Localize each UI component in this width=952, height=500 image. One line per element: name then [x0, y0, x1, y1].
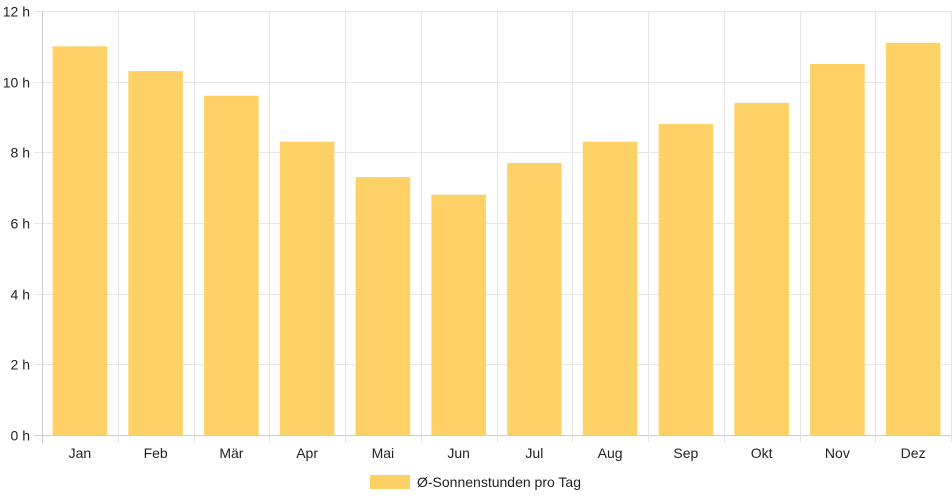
- x-tick-label: Okt: [751, 445, 773, 461]
- bar[interactable]: [279, 141, 335, 435]
- bar[interactable]: [658, 124, 714, 436]
- bar[interactable]: [885, 42, 941, 436]
- y-tick-label: 12 h: [3, 4, 30, 20]
- y-tick-label: 0 h: [11, 428, 30, 444]
- bar[interactable]: [204, 95, 259, 436]
- bar[interactable]: [734, 102, 789, 435]
- bar[interactable]: [810, 64, 865, 435]
- y-tick-label: 4 h: [11, 287, 30, 303]
- bar[interactable]: [52, 46, 108, 435]
- bar[interactable]: [507, 162, 562, 435]
- bar[interactable]: [582, 141, 638, 435]
- x-tick-label: Dez: [901, 445, 926, 461]
- x-tick-label: Sep: [673, 445, 698, 461]
- x-tick-label: Jun: [447, 445, 470, 461]
- bar[interactable]: [431, 194, 486, 435]
- x-tick-label: Feb: [144, 445, 168, 461]
- x-tick-label: Mär: [219, 445, 243, 461]
- bar[interactable]: [355, 177, 411, 436]
- legend-label: Ø-Sonnenstunden pro Tag: [417, 474, 581, 490]
- x-tick-label: Apr: [296, 445, 318, 461]
- legend-swatch: [370, 475, 410, 489]
- legend[interactable]: Ø-Sonnenstunden pro Tag: [370, 474, 581, 490]
- grid-lines: [34, 11, 952, 443]
- x-tick-label: Nov: [825, 445, 850, 461]
- bar[interactable]: [128, 71, 183, 436]
- axes: 0 h 2 h 4 h 6 h 8 h 10 h 12 h Jan Feb Mär Apr Mai Ju…: [3, 4, 926, 462]
- y-tick-label: 8 h: [11, 145, 30, 161]
- y-tick-label: 2 h: [11, 357, 30, 373]
- bars: [52, 42, 941, 436]
- x-tick-label: Jul: [525, 445, 543, 461]
- x-tick-label: Jan: [69, 445, 92, 461]
- y-tick-label: 6 h: [11, 216, 30, 232]
- x-tick-label: Aug: [598, 445, 623, 461]
- y-tick-label: 10 h: [3, 75, 30, 91]
- x-tick-label: Mai: [372, 445, 395, 461]
